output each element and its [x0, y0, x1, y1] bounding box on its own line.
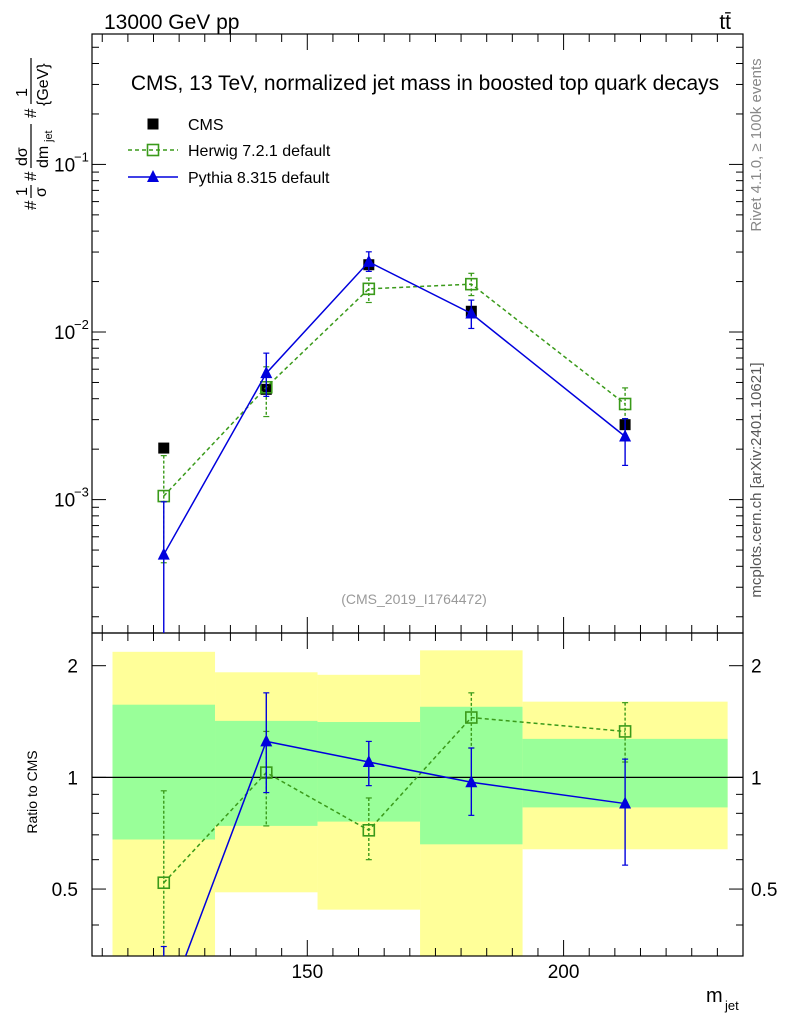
main-line-2 [163, 260, 626, 555]
energy-label: 13000 GeV pp [104, 11, 239, 34]
ratio-ytick-label-right-0: 2 [751, 657, 762, 678]
main-ytick-label-0: 10 [54, 155, 75, 176]
ratio-point-1-3 [465, 711, 478, 724]
ratio-point-2-2 [362, 755, 375, 768]
ylabel-gev: {GeV} [35, 63, 52, 106]
ratio-point-2-3 [465, 775, 478, 788]
ratio-ytick-label-left-0: 2 [67, 657, 78, 678]
ratio-ytick-label-right-1: 1 [751, 768, 762, 789]
legend-marker-0 [147, 118, 159, 130]
main-point-2-3 [465, 306, 478, 319]
legend-marker-2 [147, 170, 159, 182]
ratio-ytick-label-left-1: 1 [67, 768, 78, 789]
main-ytick-label-1: 10 [54, 323, 75, 344]
ylabel-hash-2: # [21, 171, 40, 181]
main-ytick-exp-0: −1 [74, 149, 89, 164]
main-point-1-3 [465, 277, 478, 291]
ratio-y-axis-label: Ratio to CMS [24, 750, 40, 833]
x-axis-label: m [706, 985, 723, 1007]
main-ytick-exp-2: −3 [74, 485, 89, 500]
legend-label-0: CMS [188, 117, 224, 134]
plot-frames [91, 33, 744, 957]
ylabel-numerator-1: 1 [14, 187, 31, 196]
ratio-ytick-label-right-2: 0.5 [751, 880, 777, 901]
ylabel-jet-sub: jet [43, 130, 55, 143]
main-point-2-1 [260, 366, 273, 379]
process-label: tt̄ [719, 11, 731, 34]
x-axis-label-sub: jet [724, 998, 739, 1013]
ratio-point-2-1 [260, 734, 273, 747]
ratio-band-green-0 [112, 704, 216, 840]
main-point-2-0 [157, 547, 170, 560]
main-point-2-2 [362, 254, 375, 267]
xtick-label-0: 150 [291, 962, 323, 983]
legend-label-1: Herwig 7.2.1 default [188, 143, 331, 160]
ratio-ytick-label-left-2: 0.5 [52, 880, 78, 901]
ratio-point-2-4 [619, 796, 632, 809]
main-point-2-4 [619, 429, 632, 442]
plot-title: CMS, 13 TeV, normalized jet mass in boos… [131, 72, 719, 95]
ylabel-numerator-2: 1 [14, 88, 31, 97]
ratio-panel-series [157, 692, 632, 956]
ylabel-sigma: σ [33, 187, 50, 197]
main-line-1 [163, 283, 626, 497]
xtick-label-1: 200 [548, 962, 580, 983]
rivet-version-label: Rivet 4.1.0, ≥ 100k events [748, 58, 765, 231]
main-y-axis-label: # 1 σ # dσ dm jet # 1 {GeV} [14, 58, 55, 210]
ratio-uncertainty-bands [112, 650, 728, 956]
main-point-1-2 [362, 282, 376, 296]
main-panel-series [157, 251, 632, 633]
ylabel-hash-3: # [21, 108, 40, 118]
main-ytick-exp-1: −2 [74, 317, 89, 332]
analysis-id: (CMS_2019_I1764472) [341, 591, 487, 607]
legend-marker-1 [146, 143, 160, 157]
mcplots-label: mcplots.cern.ch [arXiv:2401.10621] [748, 362, 765, 597]
legend-label-2: Pythia 8.315 default [188, 170, 330, 187]
ratio-point-1-0 [157, 876, 171, 890]
ratio-point-1-4 [618, 725, 632, 738]
main-point-0-0 [158, 442, 170, 454]
main-point-1-0 [157, 489, 171, 503]
ylabel-hash-1: # [21, 200, 40, 210]
main-ytick-label-2: 10 [54, 491, 75, 512]
ratio-point-1-2 [362, 824, 376, 837]
main-point-1-4 [618, 397, 632, 411]
ylabel-dm: dm [35, 146, 52, 168]
legend: CMS Herwig 7.2.1 default Pythia 8.315 defa… [128, 117, 331, 187]
ylabel-dsigma: dσ [14, 147, 31, 166]
